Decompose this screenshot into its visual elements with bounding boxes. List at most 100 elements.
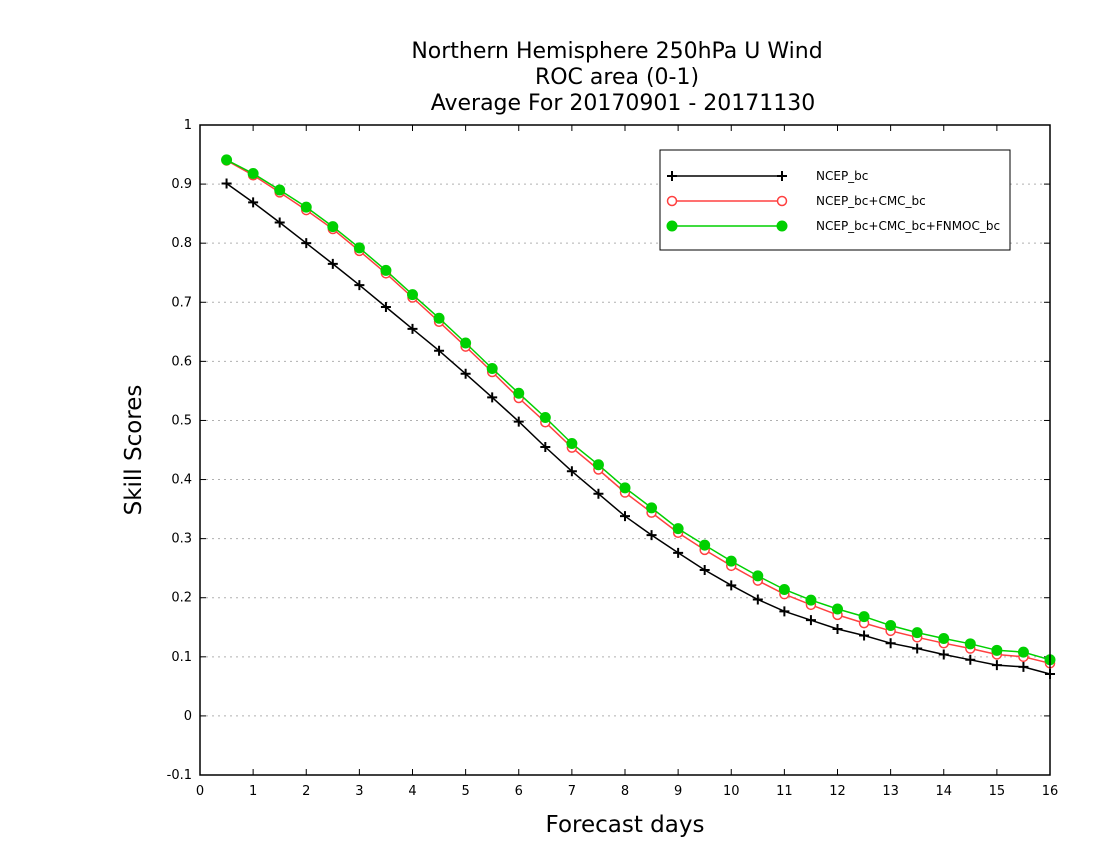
series-1-point [991, 660, 1002, 671]
x-tick-label: 5 [461, 784, 469, 799]
y-tick-label: 0.5 [171, 413, 192, 428]
series-3-point [460, 337, 472, 349]
series-1-point [620, 511, 630, 522]
x-tick-label: 16 [1042, 784, 1059, 799]
y-tick-label: 0 [184, 709, 192, 724]
series-3-point [353, 242, 365, 254]
legend: NCEP_bc NCEP_bc+CMC_bc NCEP_bc+CMC_bc+FNMO… [659, 149, 1011, 251]
legend-marker-end [777, 171, 787, 181]
x-tick-label: 12 [829, 784, 846, 799]
series-3-point [938, 633, 950, 644]
x-tick-label: 3 [355, 784, 363, 799]
y-tick-label: 0.7 [171, 295, 192, 310]
series-1-point [274, 217, 285, 228]
series-1-point [566, 466, 577, 477]
legend-label: NCEP_bc+CMC_bc+FNMOC_bc [816, 219, 1000, 233]
series-1-point [301, 238, 312, 249]
legend-label: NCEP_bc [816, 169, 868, 183]
series-3-point [327, 221, 339, 233]
series-3-point [911, 627, 923, 639]
series-3-point [991, 644, 1003, 656]
y-tick-label: 0.8 [171, 236, 192, 251]
series-1-point [646, 530, 657, 541]
series-3-point [778, 583, 790, 595]
series-3-point [964, 638, 976, 650]
y-tick-label: 0.2 [171, 591, 192, 606]
series-1-point [248, 197, 259, 208]
legend-marker-end [776, 195, 788, 207]
series-1-point [699, 564, 710, 575]
series-3-point [646, 502, 658, 514]
plot-series [221, 154, 1056, 679]
x-tick-label: 0 [196, 784, 204, 799]
title-line-1: Northern Hemisphere 250hPa U Wind [411, 39, 822, 64]
series-3-point [1017, 646, 1029, 658]
series-3-point [221, 154, 233, 166]
series-1-point [859, 630, 870, 641]
x-tick-label: 15 [989, 784, 1006, 799]
chart-title: Northern Hemisphere 250hPa U Wind ROC ar… [411, 39, 822, 116]
series-1-point [407, 323, 418, 334]
series-3-point [858, 611, 870, 623]
gridlines [200, 183, 1050, 717]
x-tick-label: 8 [621, 784, 629, 799]
series-1-point [965, 654, 976, 665]
y-tick-label: 0.4 [171, 473, 192, 488]
series-1-point [540, 442, 551, 453]
y-tick-label: 1 [184, 118, 192, 133]
series-3-point [300, 201, 312, 213]
series-3-point [592, 459, 604, 471]
series-line-1 [226, 182, 1051, 675]
series-1-point [885, 638, 896, 649]
series-1-point [752, 594, 763, 605]
x-tick-label: 14 [935, 784, 952, 799]
series-3-point [433, 312, 445, 324]
series-1-point [380, 302, 391, 312]
x-tick-label: 10 [723, 784, 740, 799]
y-axis-title: Skill Scores [121, 385, 147, 516]
series-3-point [539, 412, 551, 423]
series-1-point [673, 547, 684, 558]
title-line-2: ROC area (0-1) [535, 65, 699, 90]
series-3-point [672, 523, 684, 535]
x-tick-label: 7 [568, 784, 576, 799]
series-3-point [380, 264, 392, 276]
legend-marker-end [776, 220, 788, 232]
x-tick-label: 13 [882, 784, 899, 799]
x-tick-label: 2 [302, 784, 310, 799]
legend-label: NCEP_bc+CMC_bc [816, 194, 926, 208]
series-3-point [619, 482, 631, 494]
series-1-point [487, 392, 498, 403]
series-1-point [513, 416, 524, 427]
x-tick-label: 4 [408, 784, 416, 799]
series-3-point [752, 570, 764, 582]
series-1-point [726, 580, 737, 591]
x-tick-label: 1 [249, 784, 257, 799]
series-1-point [354, 280, 365, 291]
series-1-point [327, 258, 338, 269]
x-axis-title: Forecast days [546, 812, 705, 838]
title-line-3: Average For 20170901 - 20171130 [431, 91, 816, 116]
series-3-point [407, 289, 418, 301]
series-1-point [912, 643, 923, 654]
series-1-point [938, 649, 949, 660]
plot-frame [199, 124, 1051, 776]
series-1-point [593, 488, 604, 499]
y-tick-label: 0.9 [171, 177, 192, 192]
legend-marker-start [666, 195, 678, 207]
series-1-point [805, 615, 816, 626]
x-tick-label: 11 [776, 784, 793, 799]
series-1-point [460, 368, 471, 379]
y-tick-label: -0.1 [167, 768, 192, 783]
series-3-point [513, 387, 525, 399]
legend-marker-start [667, 171, 677, 181]
series-1-point [779, 606, 790, 617]
legend-box [659, 149, 1011, 251]
series-3-point [725, 555, 737, 567]
series-3-point [832, 603, 843, 615]
series-3-point [885, 620, 897, 631]
axes: -0.100.10.20.30.40.50.60.70.80.910 1 2 3 4 5 6… [167, 118, 1059, 799]
series-1-point [221, 178, 232, 189]
series-3-point [486, 362, 498, 374]
